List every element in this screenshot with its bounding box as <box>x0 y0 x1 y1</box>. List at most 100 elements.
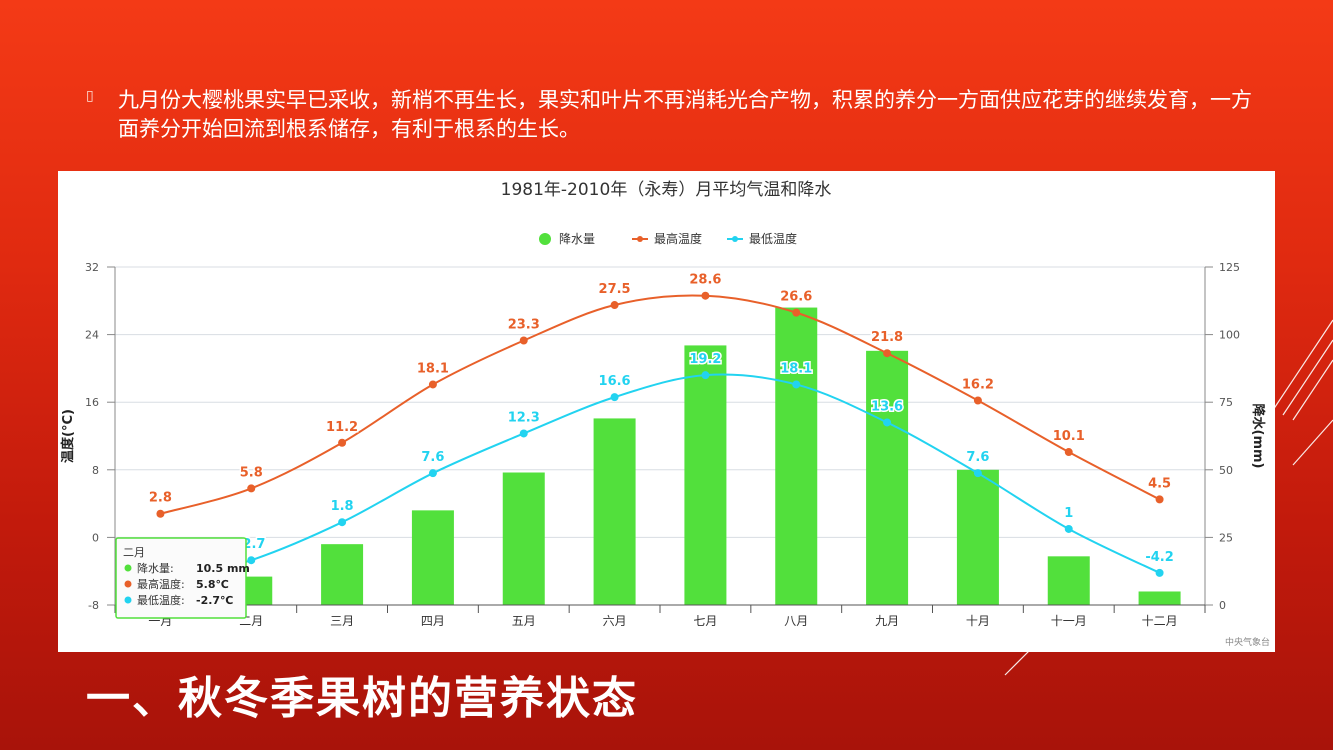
y-tick-label-right: 100 <box>1219 329 1240 342</box>
series-point-1 <box>792 380 801 389</box>
legend-label: 最低温度 <box>749 231 797 246</box>
tooltip-row-name: 最高温度: <box>137 577 185 591</box>
data-label-1: -4.2 <box>1145 550 1173 565</box>
labels-layer: 2.8 5.8 11.2 18.1 23.3 27.5 28.6 26.6 21.8 16.2 10… <box>147 271 1175 566</box>
data-label-1: 18.1 <box>780 361 812 376</box>
data-label-1: 16.6 <box>599 374 631 389</box>
series-point-1 <box>519 429 528 438</box>
bullet-point: ▯ 九月份大樱桃果实早已采收，新梢不再生长，果实和叶片不再消耗光合产物，积累的养… <box>86 86 1256 144</box>
precipitation-bar <box>775 307 818 605</box>
y-tick-label-left: 16 <box>85 396 99 409</box>
legend-marker <box>732 236 738 242</box>
bullet-text: 九月份大樱桃果实早已采收，新梢不再生长，果实和叶片不再消耗光合产物，积累的养分一… <box>118 88 1252 141</box>
data-label-0: 10.1 <box>1053 429 1085 444</box>
data-label-1: 19.2 <box>689 352 721 367</box>
y-tick-label-left: 0 <box>92 531 99 544</box>
series-point-1 <box>883 418 892 427</box>
series-point-0 <box>156 509 165 518</box>
y-tick-label-right: 25 <box>1219 531 1233 544</box>
x-tick-label: 九月 <box>875 614 899 628</box>
tooltip-marker <box>124 596 132 604</box>
legend-marker <box>637 236 643 242</box>
data-label-0: 27.5 <box>599 282 631 297</box>
tooltip-row-value: 10.5 mm <box>196 562 250 575</box>
series-point-0 <box>610 301 619 310</box>
precipitation-bar <box>1047 556 1090 605</box>
series-point-1 <box>1064 524 1073 533</box>
x-tick-label: 十月 <box>966 614 990 628</box>
tooltip-row-value: 5.8℃ <box>196 578 229 591</box>
series-point-1 <box>1155 568 1164 577</box>
series-point-0 <box>338 438 347 447</box>
data-label-1: 7.6 <box>421 450 444 465</box>
data-label-1: 12.3 <box>508 410 540 425</box>
data-label-0: 26.6 <box>780 290 812 305</box>
tooltip-row-name: 降水量: <box>137 561 174 575</box>
precipitation-bar <box>1138 591 1181 605</box>
series-point-0 <box>792 308 801 317</box>
legend-label: 最高温度 <box>654 231 702 246</box>
series-point-1 <box>610 393 619 402</box>
x-tick-label: 三月 <box>330 614 354 628</box>
precipitation-bar <box>866 350 909 605</box>
x-tick-label: 四月 <box>421 614 445 628</box>
x-tick-label: 七月 <box>693 614 717 628</box>
lines-layer <box>156 291 1164 588</box>
precipitation-bar <box>956 469 999 605</box>
series-line-1 <box>160 373 1161 585</box>
series-point-0 <box>883 349 892 358</box>
y-axis-title-left: 温度(°C) <box>60 409 76 463</box>
data-label-0: 23.3 <box>508 318 540 333</box>
y-axis-title-right: 降水(mm) <box>1250 404 1266 469</box>
series-point-0 <box>1064 448 1073 457</box>
series-point-0 <box>973 396 982 405</box>
y-tick-label-right: 125 <box>1219 261 1240 274</box>
tooltip-title: 二月 <box>123 546 145 559</box>
tooltip-box <box>115 537 247 619</box>
chart-svg: 2.85.811.218.123.327.528.626.621.816.210… <box>60 180 1270 648</box>
data-label-0: 18.1 <box>417 361 449 376</box>
tooltip-row-name: 最低温度: <box>137 593 185 607</box>
series-point-0 <box>247 484 256 493</box>
series-point-1 <box>338 518 347 527</box>
decorative-line-small <box>1004 644 1036 676</box>
chart-credit: 中央气象台 <box>1225 636 1270 648</box>
data-label-1: 13.6 <box>871 399 903 414</box>
series-point-1 <box>428 469 437 478</box>
x-tick-label: 十二月 <box>1142 614 1178 628</box>
data-label-1: 1 <box>1064 506 1073 521</box>
precipitation-bar <box>593 418 636 605</box>
data-label-0: 28.6 <box>689 273 721 288</box>
y-tick-label-right: 50 <box>1219 464 1233 477</box>
legend-label: 降水量 <box>559 232 595 246</box>
bullet-icon: ▯ <box>86 88 94 104</box>
legend-layer: 降水量 最高温度 最低温度 <box>539 231 797 246</box>
data-label-0: 5.8 <box>240 465 263 480</box>
legend-marker <box>539 233 551 245</box>
data-label-0: 21.8 <box>871 330 903 345</box>
axis-layer: 1981年-2010年（永寿）月平均气温和降水32241680-81251007… <box>60 180 1270 648</box>
decorative-lines <box>1273 319 1333 466</box>
series-point-1 <box>247 556 256 565</box>
y-tick-label-left: -8 <box>88 599 99 612</box>
x-tick-label: 五月 <box>512 614 536 628</box>
series-point-1 <box>973 469 982 478</box>
data-label-1: 1.8 <box>331 499 354 514</box>
y-tick-label-right: 0 <box>1219 599 1226 612</box>
y-tick-label-left: 8 <box>92 464 99 477</box>
precipitation-bar <box>321 544 364 605</box>
series-point-1 <box>701 371 710 380</box>
tooltip-row-value: -2.7℃ <box>196 594 233 607</box>
y-tick-label-right: 75 <box>1219 396 1233 409</box>
data-label-0: 16.2 <box>962 378 994 393</box>
y-tick-label-left: 24 <box>85 329 99 342</box>
data-label-0: 2.8 <box>149 491 172 506</box>
x-tick-label: 十一月 <box>1051 614 1087 628</box>
series-point-0 <box>428 380 437 389</box>
series-point-0 <box>1155 495 1164 504</box>
bars-layer <box>139 307 1181 605</box>
y-tick-label-left: 32 <box>85 261 99 274</box>
x-tick-label: 八月 <box>784 614 808 628</box>
precipitation-bar <box>411 510 454 605</box>
